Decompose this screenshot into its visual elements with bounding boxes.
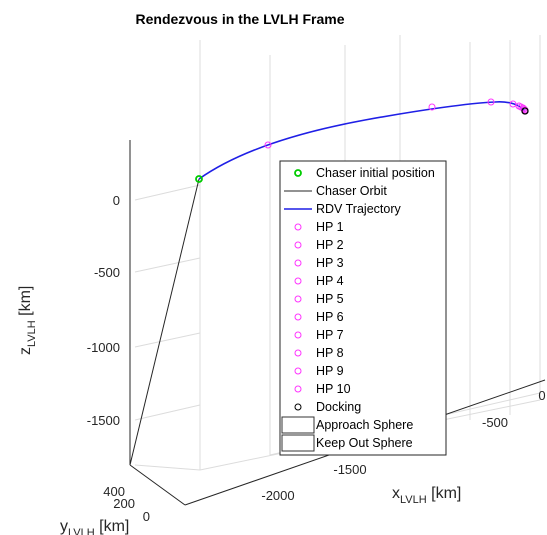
x-tick-label: -1500 xyxy=(333,462,366,477)
z-tick-label: 0 xyxy=(113,193,120,208)
legend-symbol xyxy=(281,416,315,434)
legend-symbol xyxy=(294,331,302,339)
legend-entry-label: Approach Sphere xyxy=(316,418,413,432)
legend-symbol xyxy=(294,349,302,357)
y-tick-label: 200 xyxy=(113,496,135,511)
chaser-initial-marker xyxy=(195,175,203,183)
legend-entry-label: RDV Trajectory xyxy=(316,202,401,216)
legend-symbol xyxy=(294,223,302,231)
legend-symbol xyxy=(294,295,302,303)
legend-symbol xyxy=(294,241,302,249)
legend-symbol xyxy=(294,259,302,267)
grid-line-12 xyxy=(134,464,201,471)
rdv-trajectory-line xyxy=(198,101,526,180)
chart-title: Rendezvous in the LVLH Frame xyxy=(136,11,345,27)
docking-marker xyxy=(521,107,529,115)
legend-symbol xyxy=(294,367,302,375)
y-tick-label: 0 xyxy=(143,509,150,524)
legend-entry-label: HP 6 xyxy=(316,310,344,324)
legend-entry-label: HP 2 xyxy=(316,238,344,252)
grid-line-7 xyxy=(134,184,201,201)
legend-entry-label: HP 1 xyxy=(316,220,344,234)
legend-entry-label: Chaser initial position xyxy=(316,166,435,180)
legend-symbol xyxy=(294,313,302,321)
y-axis-line xyxy=(129,464,186,506)
legend-entry-label: HP 7 xyxy=(316,328,344,342)
z-axis-label: zLVLH [km] xyxy=(17,286,38,355)
legend-symbol xyxy=(294,169,302,177)
legend-entry-label: HP 8 xyxy=(316,346,344,360)
legend-entry-label: HP 9 xyxy=(316,364,344,378)
hp-marker-3 xyxy=(487,98,495,106)
x-tick-label: -500 xyxy=(482,415,508,430)
legend-symbol xyxy=(294,277,302,285)
legend-entry-label: HP 4 xyxy=(316,274,344,288)
chaser-orbit-line xyxy=(129,178,200,466)
y-axis-label: yLVLH [km] xyxy=(60,518,129,535)
z-tick-label: -1500 xyxy=(87,413,120,428)
markers xyxy=(195,98,529,183)
legend-entry-label: Chaser Orbit xyxy=(316,184,387,198)
grid-line-10 xyxy=(134,404,201,421)
grid-line-8 xyxy=(134,257,201,273)
legend-symbol xyxy=(281,434,315,452)
x-axis-label: xLVLH [km] xyxy=(392,485,461,506)
hp-marker-1 xyxy=(264,141,272,149)
hp-marker-2 xyxy=(428,103,436,111)
legend-entry-label: HP 5 xyxy=(316,292,344,306)
y-tick-label: 400 xyxy=(103,484,125,499)
legend: Chaser initial position Chaser Orbit RDV T… xyxy=(279,160,447,456)
legend-box xyxy=(279,160,447,456)
z-tick-label: -500 xyxy=(94,265,120,280)
x-tick-label: -2000 xyxy=(261,488,294,503)
legend-entry-label: HP 10 xyxy=(316,382,351,396)
legend-symbol xyxy=(294,403,302,411)
legend-entry-label: HP 3 xyxy=(316,256,344,270)
x-tick-label: 0 xyxy=(538,388,545,403)
curves xyxy=(129,101,526,466)
legend-entry-label: Docking xyxy=(316,400,361,414)
legend-entry-label: Keep Out Sphere xyxy=(316,436,413,450)
hp-marker-4 xyxy=(509,100,517,108)
grid-line-9 xyxy=(134,332,201,348)
legend-symbol xyxy=(294,385,302,393)
z-tick-label: -1000 xyxy=(87,340,120,355)
